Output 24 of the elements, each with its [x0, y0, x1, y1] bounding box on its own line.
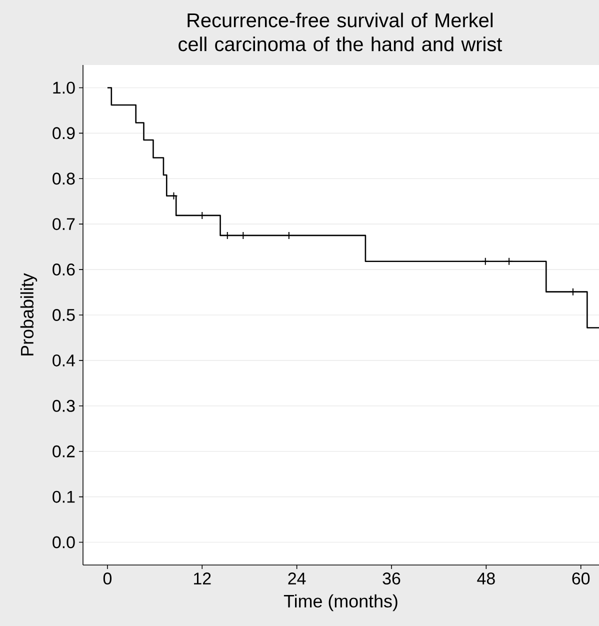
chart-title: Recurrence-free survival of Merkel cell carcinoma of the hand and wrist	[178, 12, 502, 52]
point	[170, 192, 178, 200]
y-tick-label: 0.3	[52, 400, 75, 412]
y-tick-label: 0.6	[52, 264, 75, 276]
y-tick-label: 0.7	[52, 218, 75, 230]
point	[481, 257, 490, 266]
y-tick-label: 0.4	[52, 354, 75, 366]
x-tick-label: 12	[194, 572, 211, 584]
x-tick-label: 24	[288, 572, 306, 584]
x-axis-title: Time (months)	[284, 594, 398, 612]
y-tick-label: 0.8	[52, 172, 75, 185]
y-axis-title: Probability	[20, 273, 38, 356]
x-tick-label: 60	[572, 572, 590, 585]
y-tick-label: 0.0	[52, 536, 75, 548]
x-tick-label: 0	[103, 572, 112, 585]
y-tick-label: 0.5	[52, 309, 75, 321]
y-tick-label: 1.0	[53, 82, 75, 94]
x-tick-label: 36	[382, 572, 400, 585]
x-tick-label: 48	[477, 572, 495, 585]
point	[505, 257, 514, 266]
y-tick-label: 0.1	[52, 490, 75, 503]
y-tick-label: 0.2	[52, 445, 75, 458]
y-tick-label: 0.9	[52, 127, 75, 140]
point	[568, 288, 577, 296]
